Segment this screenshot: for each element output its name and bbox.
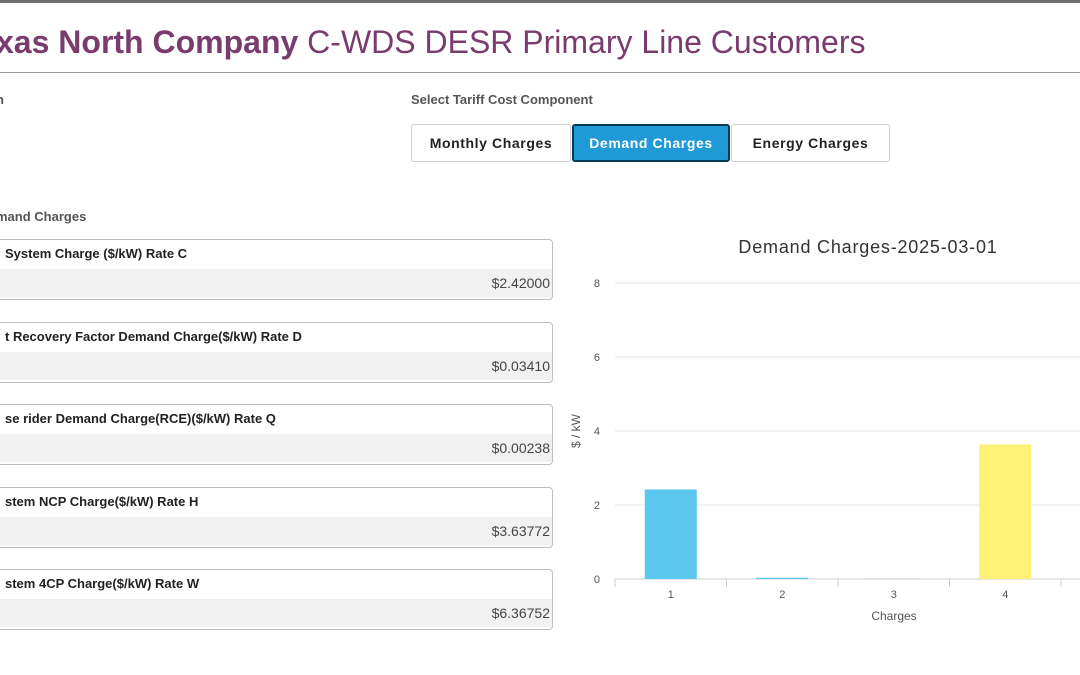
section-title: mand Charges	[0, 209, 87, 224]
demand-charges-button[interactable]: Demand Charges	[572, 124, 730, 162]
plot-area: 0 2 4 6 8 1 2 3 4	[594, 278, 1080, 601]
charge-card: stem 4CP Charge($/kW) Rate W $6.36752	[0, 569, 553, 630]
demand-charges-chart: Demand Charges-2025-03-01 $ / kW Charges…	[569, 237, 1080, 623]
charge-card: se rider Demand Charge(RCE)($/kW) Rate Q…	[0, 404, 553, 465]
charge-title: stem 4CP Charge($/kW) Rate W	[5, 576, 200, 591]
charge-value: $0.00238	[491, 440, 550, 456]
x-tick-label: 2	[779, 589, 785, 601]
page-title: xas North Company C-WDS DESR Primary Lin…	[0, 24, 865, 61]
charge-card: t Recovery Factor Demand Charge($/kW) Ra…	[0, 322, 553, 383]
charge-value-field: $0.03410	[0, 352, 552, 380]
y-tick-label: 6	[594, 352, 600, 364]
charge-value: $6.36752	[491, 605, 550, 621]
left-panel-label: n	[0, 92, 4, 107]
charge-value: $2.42000	[491, 275, 550, 291]
tariff-title: C-WDS DESR Primary Line Customers	[307, 24, 866, 60]
charge-value-field: $6.36752	[0, 599, 552, 627]
y-tick-label: 4	[594, 426, 600, 438]
x-tick-label: 1	[668, 589, 674, 601]
x-axis-label: Charges	[871, 609, 916, 623]
charge-title: System Charge ($/kW) Rate C	[5, 246, 188, 261]
top-border	[0, 0, 1080, 3]
charge-value: $0.03410	[491, 358, 550, 374]
y-tick-label: 8	[594, 278, 600, 290]
charge-value: $3.63772	[491, 523, 550, 539]
tariff-component-label: Select Tariff Cost Component	[411, 92, 593, 107]
x-tick-label: 4	[1002, 589, 1008, 601]
charge-card: System Charge ($/kW) Rate C $2.42000	[0, 239, 553, 300]
bar	[644, 489, 697, 579]
charge-card: stem NCP Charge($/kW) Rate H $3.63772	[0, 487, 553, 548]
y-axis-label: $ / kW	[569, 413, 583, 448]
bar	[979, 444, 1032, 579]
bar	[756, 577, 809, 579]
header-divider	[0, 72, 1080, 73]
charge-value-field: $0.00238	[0, 434, 552, 462]
x-tick-label: 3	[891, 589, 897, 601]
energy-charges-button[interactable]: Energy Charges	[731, 124, 890, 162]
charge-value-field: $3.63772	[0, 517, 552, 545]
charge-title: se rider Demand Charge(RCE)($/kW) Rate Q	[5, 411, 276, 426]
company-name: xas North Company	[0, 24, 299, 60]
y-tick-label: 0	[594, 574, 600, 586]
monthly-charges-button[interactable]: Monthly Charges	[411, 124, 571, 162]
charge-title: t Recovery Factor Demand Charge($/kW) Ra…	[5, 329, 302, 344]
charge-value-field: $2.42000	[0, 269, 552, 297]
chart-title: Demand Charges-2025-03-01	[738, 237, 997, 257]
y-tick-label: 2	[594, 500, 600, 512]
charge-title: stem NCP Charge($/kW) Rate H	[5, 494, 199, 509]
